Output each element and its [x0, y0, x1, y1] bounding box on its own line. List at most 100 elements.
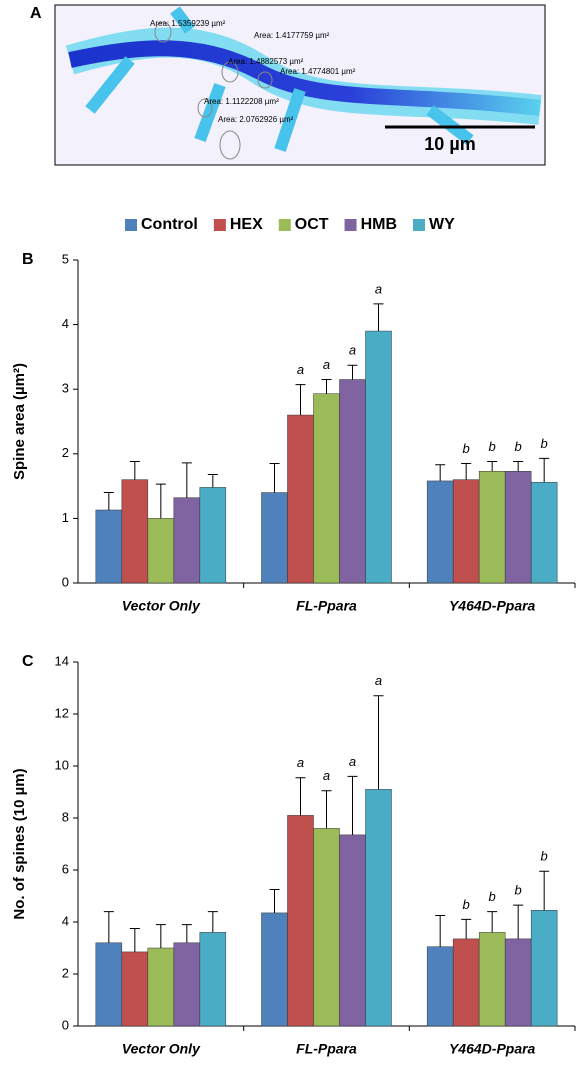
bar: [504, 470, 532, 584]
error-bar: [373, 303, 384, 332]
y-axis-title: Spine area (µm²): [11, 363, 28, 480]
significance-letter: b: [489, 889, 496, 904]
legend-swatch: [344, 219, 357, 231]
y-tick-label: 3: [62, 381, 69, 396]
bar: [365, 789, 392, 1027]
area-labels: Area: 1.5359239 µm² Area: 1.4177759 µm² …: [150, 19, 356, 124]
roi: [154, 21, 172, 43]
error-bar: [103, 911, 114, 943]
error-bar: [513, 904, 524, 939]
area-label: Area: 1.1122208 µm²: [204, 97, 279, 106]
error-bar: [181, 462, 192, 498]
roi: [219, 130, 241, 160]
area-label: Area: 1.4882573 µm²: [228, 57, 304, 66]
error-bar: [513, 461, 524, 472]
bar: [173, 497, 201, 584]
legend-swatch: [125, 219, 137, 231]
bar: [199, 487, 227, 584]
panel-a: A Area: 1.5359239 µm² Area: 1.4177759 µm…: [30, 4, 546, 166]
bar: [147, 518, 175, 584]
bar: [426, 946, 454, 1027]
significance-letter: a: [375, 281, 382, 296]
y-tick-label: 10: [55, 757, 69, 772]
bar: [452, 479, 480, 584]
legend-label: OCT: [295, 216, 329, 233]
legend-label: HMB: [361, 216, 397, 233]
error-bar: [155, 483, 166, 519]
error-bar: [373, 695, 384, 790]
y-tick-label: 4: [62, 913, 69, 928]
significance-letter: a: [349, 343, 356, 358]
bar: [173, 942, 201, 1027]
roi: [197, 98, 213, 118]
significance-letter: b: [515, 439, 522, 454]
error-bar: [435, 915, 446, 947]
significance-letter: a: [323, 357, 330, 372]
error-bar: [461, 462, 472, 480]
error-bar: [539, 457, 550, 483]
area-label: Area: 2.0762926 µm²: [218, 115, 294, 124]
y-axis-title: No. of spines (10 µm): [11, 768, 28, 919]
bar: [95, 509, 123, 584]
bar: [530, 910, 558, 1027]
significance-letter: b: [463, 897, 470, 912]
y-tick-label: 12: [55, 705, 69, 720]
x-tick-label: FL-Ppara: [296, 1041, 357, 1057]
significance-letter: b: [541, 436, 548, 451]
legend-swatch: [213, 219, 226, 231]
bar: [313, 828, 340, 1027]
error-bar: [181, 924, 192, 943]
bar: [478, 932, 506, 1027]
y-tick-label: 0: [62, 1017, 69, 1032]
area-label: Area: 1.4177759 µm²: [254, 31, 330, 40]
bar: [261, 492, 288, 584]
error-bar: [295, 777, 306, 816]
bar: [261, 912, 288, 1027]
bar: [339, 834, 366, 1027]
error-bar: [347, 775, 358, 835]
y-tick-label: 2: [62, 445, 69, 460]
error-bar: [129, 461, 140, 480]
y-tick-label: 8: [62, 809, 69, 824]
branches: [85, 6, 474, 152]
y-tick-label: 14: [55, 653, 69, 668]
panel-label: B: [22, 251, 34, 268]
legend-swatch: [413, 219, 425, 231]
significance-letter: a: [323, 768, 330, 783]
bar: [313, 393, 340, 584]
error-bar: [103, 492, 114, 511]
error-bar: [129, 928, 140, 952]
significance-letter: b: [515, 883, 522, 898]
error-bar: [269, 462, 280, 493]
bar: [452, 938, 480, 1027]
error-bar: [347, 364, 358, 380]
error-bar: [487, 911, 498, 933]
error-bar: [487, 461, 498, 472]
legend-label: Control: [141, 216, 198, 233]
legend-label: HEX: [230, 216, 263, 233]
dendrite: [68, 40, 541, 116]
bar: [478, 470, 506, 584]
significance-letter: b: [489, 439, 496, 454]
significance-letter: b: [463, 441, 470, 456]
bar: [365, 330, 392, 584]
significance-letter: a: [375, 673, 382, 688]
error-bar: [155, 924, 166, 948]
panel-label: C: [22, 653, 34, 670]
x-tick-label: Y464D-Ppara: [449, 598, 536, 614]
x-tick-label: Vector Only: [122, 598, 201, 614]
y-tick-label: 1: [62, 510, 69, 525]
error-bar: [321, 379, 332, 394]
significance-letter: a: [349, 754, 356, 769]
error-bar: [435, 464, 446, 481]
bar: [287, 815, 314, 1027]
legend-swatch: [278, 219, 291, 231]
y-tick-label: 2: [62, 965, 69, 980]
error-bar: [461, 918, 472, 939]
bar: [504, 938, 532, 1027]
legend-label: WY: [429, 216, 455, 233]
bar: [530, 481, 558, 584]
panel-label: A: [30, 5, 42, 22]
bar: [121, 951, 149, 1027]
